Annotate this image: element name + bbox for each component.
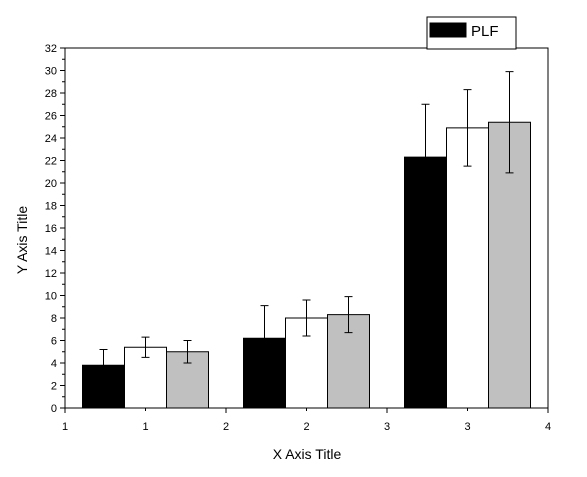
x-tick-label: 3 [384, 421, 390, 433]
bar-3-2 [446, 127, 489, 409]
x-tick-label: 2 [223, 421, 229, 433]
y-tick-label: 28 [45, 88, 57, 100]
x-tick-label: 3 [464, 421, 470, 433]
y-tick-label: 30 [45, 66, 57, 78]
y-tick-label: 14 [45, 246, 57, 258]
y-tick-label: 6 [51, 336, 57, 348]
y-tick-label: 8 [51, 313, 57, 325]
x-tick-label: 4 [545, 421, 551, 433]
legend-label: PLF [471, 23, 499, 40]
y-tick-label: 12 [45, 268, 57, 280]
y-tick-label: 16 [45, 223, 57, 235]
y-tick-label: 32 [45, 43, 57, 55]
y-tick-label: 24 [45, 133, 57, 145]
legend: PLF [426, 16, 517, 50]
y-tick-label: 2 [51, 381, 57, 393]
legend-swatch [429, 22, 467, 38]
y-tick-label: 0 [51, 403, 57, 415]
y-tick-label: 20 [45, 178, 57, 190]
x-axis: 1 1 2 2 3 3 4 [62, 408, 551, 433]
y-tick-label: 22 [45, 156, 57, 168]
x-tick-label: 1 [62, 421, 68, 433]
y-axis-title: Y Axis Title [14, 206, 30, 274]
y-tick-label: 18 [45, 201, 57, 213]
x-axis-title: X Axis Title [273, 446, 342, 462]
y-tick-label: 4 [51, 358, 57, 370]
plot-area [64, 47, 549, 409]
x-tick-label: 1 [142, 421, 148, 433]
x-tick-label: 2 [303, 421, 309, 433]
y-tick-label: 26 [45, 111, 57, 123]
y-tick-label: 10 [45, 291, 57, 303]
